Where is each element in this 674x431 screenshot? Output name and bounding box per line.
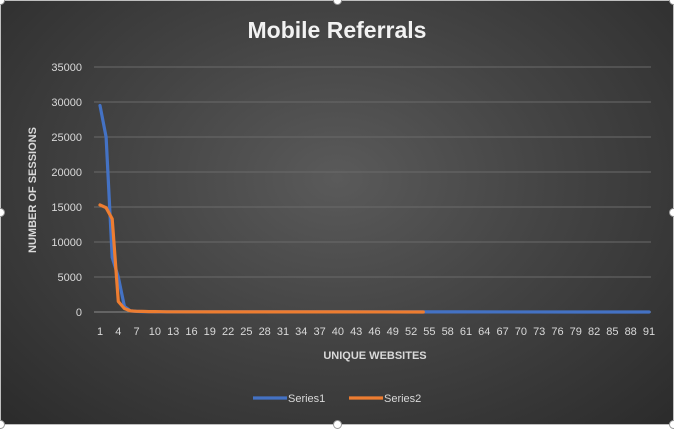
x-tick-label: 76 bbox=[551, 326, 563, 338]
x-tick-label: 49 bbox=[387, 326, 399, 338]
y-tick-label: 30000 bbox=[51, 97, 82, 109]
x-tick-label: 4 bbox=[115, 326, 121, 338]
x-tick-label: 13 bbox=[167, 326, 179, 338]
x-tick-label: 43 bbox=[350, 326, 362, 338]
series-lines bbox=[98, 103, 651, 314]
x-tick-label: 37 bbox=[313, 326, 325, 338]
x-tick-label: 82 bbox=[588, 326, 600, 338]
y-tick-label: 0 bbox=[76, 307, 82, 319]
series-line-1 bbox=[98, 103, 651, 314]
x-tick-label: 10 bbox=[149, 326, 161, 338]
chart-title: Mobile Referrals bbox=[248, 17, 427, 43]
x-tick-label: 91 bbox=[643, 326, 655, 338]
x-tick-label: 64 bbox=[478, 326, 490, 338]
x-tick-label: 31 bbox=[277, 326, 289, 338]
x-tick-label: 25 bbox=[240, 326, 252, 338]
x-tick-label: 70 bbox=[515, 326, 527, 338]
x-axis-tick-labels: 1 4 7 10 13 16 19 22 25 28 31 34 37 40 43 46 49 52 55 58 61 6… bbox=[97, 326, 655, 338]
x-tick-label: 28 bbox=[259, 326, 271, 338]
x-tick-label: 52 bbox=[405, 326, 417, 338]
y-tick-label: 10000 bbox=[51, 237, 82, 249]
x-tick-label: 40 bbox=[332, 326, 344, 338]
series-line-2 bbox=[98, 203, 425, 314]
x-tick-label: 88 bbox=[625, 326, 637, 338]
x-tick-label: 19 bbox=[204, 326, 216, 338]
x-tick-label: 22 bbox=[222, 326, 234, 338]
gridlines bbox=[94, 66, 651, 313]
resize-handle-top-left[interactable] bbox=[0, 0, 5, 5]
x-tick-label: 46 bbox=[368, 326, 380, 338]
legend-label-1: Series1 bbox=[288, 393, 325, 405]
x-tick-label: 85 bbox=[606, 326, 618, 338]
x-tick-label: 55 bbox=[423, 326, 435, 338]
x-tick-label: 79 bbox=[570, 326, 582, 338]
x-tick-label: 16 bbox=[185, 326, 197, 338]
legend-label-2: Series2 bbox=[384, 393, 421, 405]
resize-handle-right[interactable] bbox=[669, 208, 674, 217]
y-tick-label: 25000 bbox=[51, 132, 82, 144]
y-tick-label: 35000 bbox=[51, 62, 82, 74]
x-axis-title: UNIQUE WEBSITES bbox=[323, 350, 426, 362]
y-tick-label: 5000 bbox=[58, 272, 82, 284]
y-tick-label: 15000 bbox=[51, 202, 82, 214]
y-axis-title: NUMBER OF SESSIONS bbox=[27, 127, 39, 253]
resize-handle-top[interactable] bbox=[333, 0, 342, 5]
x-tick-label: 73 bbox=[533, 326, 545, 338]
y-tick-label: 20000 bbox=[51, 167, 82, 179]
x-tick-label: 67 bbox=[496, 326, 508, 338]
x-tick-label: 34 bbox=[295, 326, 307, 338]
resize-handle-left[interactable] bbox=[0, 208, 5, 217]
y-axis-tick-labels: 0 5000 10000 15000 20000 25000 30000 35000 bbox=[51, 62, 82, 319]
x-tick-label: 61 bbox=[460, 326, 472, 338]
x-tick-label: 58 bbox=[442, 326, 454, 338]
x-tick-label: 7 bbox=[134, 326, 140, 338]
resize-handle-top-right[interactable] bbox=[669, 0, 674, 5]
x-tick-label: 1 bbox=[97, 326, 103, 338]
legend: Series1 Series2 bbox=[253, 393, 421, 405]
